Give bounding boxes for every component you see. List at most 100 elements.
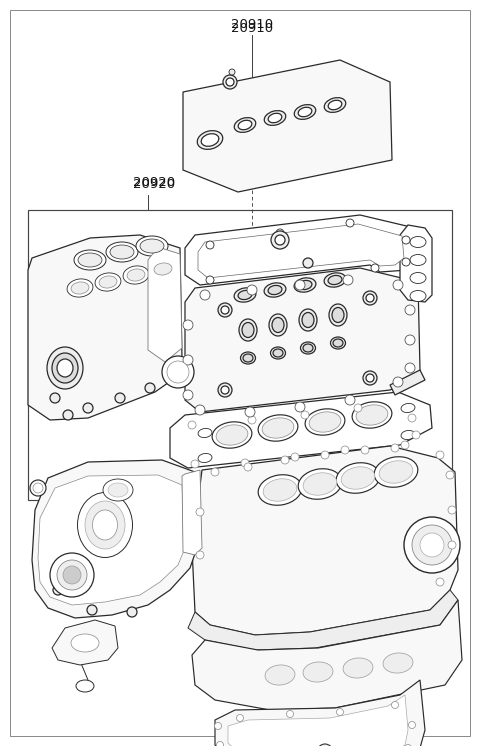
Ellipse shape — [374, 457, 418, 487]
Circle shape — [57, 560, 87, 590]
Ellipse shape — [234, 288, 256, 302]
Circle shape — [196, 551, 204, 559]
Circle shape — [295, 280, 305, 290]
Ellipse shape — [410, 272, 426, 283]
Ellipse shape — [298, 107, 312, 116]
Polygon shape — [188, 590, 458, 650]
Ellipse shape — [328, 275, 342, 284]
Bar — [28, 210, 452, 500]
Ellipse shape — [201, 134, 219, 146]
Ellipse shape — [268, 113, 282, 123]
Polygon shape — [198, 224, 404, 278]
Circle shape — [245, 407, 255, 417]
Circle shape — [408, 414, 416, 422]
Ellipse shape — [243, 354, 253, 362]
Ellipse shape — [258, 415, 298, 441]
Ellipse shape — [324, 273, 346, 287]
Ellipse shape — [269, 314, 287, 336]
Polygon shape — [400, 225, 432, 302]
Circle shape — [354, 404, 362, 412]
Circle shape — [237, 715, 243, 721]
Ellipse shape — [336, 463, 380, 493]
Polygon shape — [215, 680, 425, 746]
Circle shape — [50, 393, 60, 403]
Ellipse shape — [216, 425, 248, 445]
Ellipse shape — [108, 483, 128, 497]
Ellipse shape — [238, 290, 252, 300]
Ellipse shape — [127, 269, 145, 281]
Circle shape — [216, 742, 224, 746]
Circle shape — [191, 460, 199, 468]
Ellipse shape — [212, 421, 252, 448]
Circle shape — [229, 69, 235, 75]
Ellipse shape — [352, 402, 392, 428]
Polygon shape — [52, 620, 118, 665]
Ellipse shape — [99, 276, 117, 288]
Circle shape — [200, 290, 210, 300]
Ellipse shape — [262, 418, 294, 438]
Circle shape — [343, 275, 353, 285]
Ellipse shape — [47, 347, 83, 389]
Polygon shape — [38, 475, 185, 605]
Text: 20920: 20920 — [133, 176, 175, 189]
Circle shape — [87, 605, 97, 615]
Ellipse shape — [52, 353, 78, 383]
Ellipse shape — [343, 658, 373, 678]
Ellipse shape — [272, 318, 284, 333]
Circle shape — [436, 578, 444, 586]
Ellipse shape — [77, 492, 132, 557]
Polygon shape — [192, 600, 462, 710]
Ellipse shape — [273, 349, 283, 357]
Circle shape — [405, 745, 411, 746]
Circle shape — [291, 453, 299, 461]
Circle shape — [412, 431, 420, 439]
Circle shape — [241, 459, 249, 467]
Circle shape — [275, 235, 285, 245]
Ellipse shape — [309, 412, 341, 432]
Ellipse shape — [154, 263, 172, 275]
Circle shape — [226, 78, 234, 86]
Ellipse shape — [401, 430, 415, 439]
Circle shape — [446, 471, 454, 479]
Ellipse shape — [264, 283, 286, 297]
Polygon shape — [148, 247, 182, 362]
Circle shape — [281, 456, 289, 464]
Ellipse shape — [93, 510, 118, 540]
Ellipse shape — [341, 467, 375, 489]
Ellipse shape — [324, 98, 346, 113]
Ellipse shape — [74, 250, 106, 270]
Circle shape — [188, 421, 196, 429]
Ellipse shape — [198, 454, 212, 463]
Ellipse shape — [197, 131, 223, 149]
Ellipse shape — [401, 404, 415, 413]
Circle shape — [145, 383, 155, 393]
Circle shape — [366, 374, 374, 382]
Circle shape — [336, 709, 344, 715]
Polygon shape — [182, 470, 202, 555]
Circle shape — [183, 355, 193, 365]
Ellipse shape — [110, 245, 134, 259]
Circle shape — [287, 710, 293, 718]
Circle shape — [211, 468, 219, 476]
Ellipse shape — [332, 307, 344, 322]
Circle shape — [448, 506, 456, 514]
Circle shape — [393, 280, 403, 290]
Text: 20910: 20910 — [231, 18, 273, 31]
Circle shape — [341, 446, 349, 454]
Ellipse shape — [123, 266, 149, 284]
Circle shape — [346, 219, 354, 227]
Circle shape — [223, 75, 237, 89]
Ellipse shape — [410, 290, 426, 301]
Circle shape — [392, 701, 398, 709]
Circle shape — [83, 403, 93, 413]
Ellipse shape — [76, 680, 94, 692]
Ellipse shape — [410, 236, 426, 248]
Polygon shape — [228, 695, 408, 746]
Ellipse shape — [328, 100, 342, 110]
Ellipse shape — [78, 253, 102, 267]
Circle shape — [317, 744, 333, 746]
Circle shape — [412, 525, 452, 565]
Circle shape — [295, 402, 305, 412]
Ellipse shape — [95, 273, 121, 291]
Circle shape — [196, 508, 204, 516]
